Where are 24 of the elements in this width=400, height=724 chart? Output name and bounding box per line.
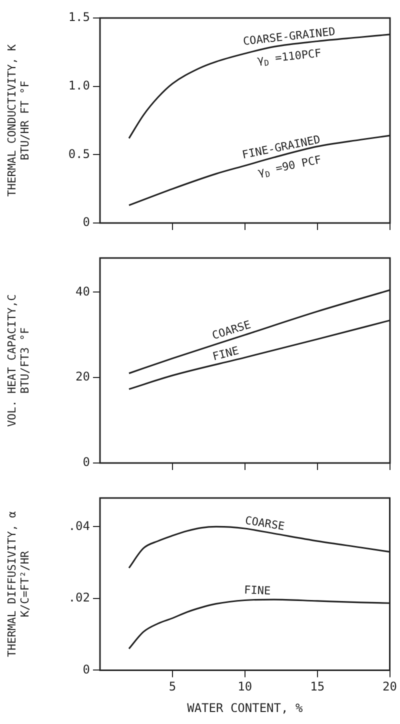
text: COARSE-GRAINED [242,24,336,48]
y-tick-label: 20 [76,370,90,384]
x-tick-label: 15 [310,680,325,694]
y-tick-label: .04 [68,518,90,533]
y-tick-label: 0.5 [68,146,90,161]
x-tick-label: 10 [238,680,252,694]
x-axis-title: WATER CONTENT, % [187,700,304,715]
series-label: FINE [244,584,271,598]
x-tick-label: 5 [168,680,176,694]
y-tick-label: 0 [82,662,90,676]
y-tick-label: .02 [68,590,90,605]
y-tick-label: 0 [82,455,90,470]
y-axis-title: THERMAL CONDUCTIVITY, K BTU/HR FT °F [5,44,32,197]
text: FINE [211,344,240,364]
text: COARSE [244,514,286,534]
x-tick-label: 20 [382,680,397,694]
y-axis-title: THERMAL DIFFUSIVITY, α K/C=FT²/HR [5,510,32,657]
y-tick-label: 1.0 [68,78,90,92]
y-tick-label: 1.5 [68,10,90,24]
annotation: γD =110PCF [256,46,322,68]
y-tick-label: 0 [82,215,90,230]
y-tick-label: 40 [76,284,90,298]
y-axis-title: VOL. HEAT CAPACITY,C BTU/FT3 °F [5,294,32,427]
text: COARSE [210,318,252,342]
